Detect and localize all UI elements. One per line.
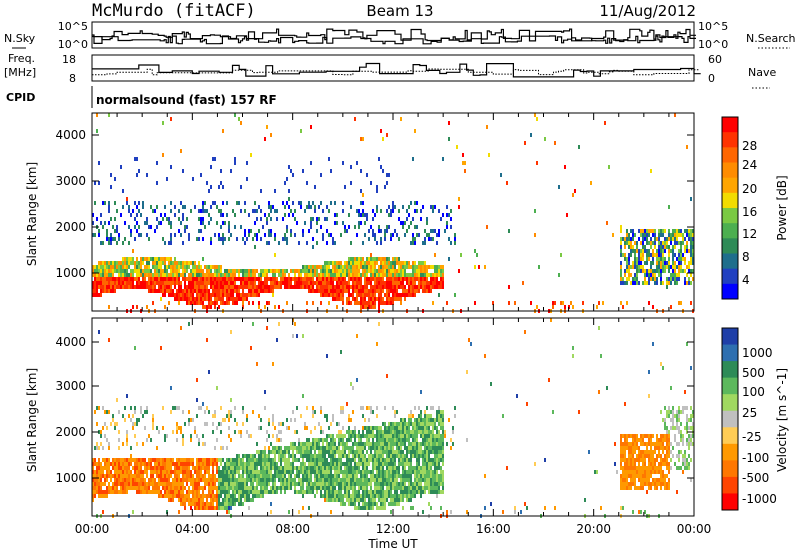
pcb-tick-16: 16 — [742, 205, 757, 219]
xtick-0: 00:00 — [75, 522, 110, 536]
vcb-tick-m100: -100 — [742, 451, 769, 465]
x-axis: 00:00 04:00 08:00 12:00 16:00 20:00 00:0… — [75, 522, 712, 551]
date-title: 11/Aug/2012 — [599, 2, 696, 20]
freq-panel: 18 8 60 0 Freq. [MHz] Nave — [4, 52, 776, 89]
vcb-tick-100: 100 — [742, 385, 765, 399]
vcb-label: Velocity [m s^-1] — [775, 368, 789, 472]
power-heatmap-cells — [92, 113, 694, 313]
vcb-tick-500: 500 — [742, 366, 765, 380]
pcb-label: Power [dB] — [775, 175, 789, 240]
vcb-tick-m500: -500 — [742, 471, 769, 485]
freq-label-2: [MHz] — [4, 66, 36, 79]
power-panel: 4000 3000 2000 1000 Slant Range [km] — [25, 112, 695, 313]
nsky-tick-high: 10^5 — [58, 20, 88, 33]
nave-tick-high: 60 — [708, 53, 722, 66]
power-ytick-1000: 1000 — [55, 266, 86, 280]
nsearch-tick-high: 10^5 — [698, 20, 728, 33]
vel-ylabel: Slant Range [km] — [25, 368, 39, 472]
power-ytick-4000: 4000 — [55, 128, 86, 142]
vel-ytick-4000: 4000 — [55, 335, 86, 349]
pcb-tick-28: 28 — [742, 139, 757, 153]
nsky-trace — [92, 28, 696, 42]
vcb-tick-1000: 1000 — [742, 346, 773, 360]
nsearch-tick-low: 10^0 — [698, 38, 728, 51]
freq-tick-high: 18 — [62, 53, 76, 66]
pcb-tick-24: 24 — [742, 158, 757, 172]
power-ytick-2000: 2000 — [55, 220, 86, 234]
vcb-tick-m1000: -1000 — [742, 492, 777, 506]
vcb-tick-m25: -25 — [742, 430, 762, 444]
velocity-heatmap-cells — [92, 318, 694, 518]
freq-tick-low: 8 — [69, 72, 76, 85]
velocity-axis-ticks — [91, 318, 695, 516]
nsearch-label: N.Search — [746, 32, 796, 45]
nsky-tick-low: 10^0 — [58, 38, 88, 51]
pcb-tick-20: 20 — [742, 182, 757, 196]
cpid-value: normalsound (fast) 157 RF — [96, 93, 277, 107]
nsky-panel: 10^5 10^0 10^5 10^0 N.Sky N.Search — [4, 20, 796, 51]
nsky-label: N.Sky — [4, 32, 36, 45]
freq-trace — [92, 62, 701, 78]
xtick-6: 00:00 — [677, 522, 712, 536]
power-ylabel: Slant Range [km] — [25, 162, 39, 266]
vel-ytick-2000: 2000 — [55, 425, 86, 439]
xtick-5: 20:00 — [576, 522, 611, 536]
nsearch-trace — [92, 35, 696, 45]
nave-tick-low: 0 — [708, 72, 715, 85]
power-axis-ticks — [91, 113, 695, 311]
vel-ytick-1000: 1000 — [55, 471, 86, 485]
pcb-tick-8: 8 — [742, 250, 750, 264]
xtick-4: 16:00 — [476, 522, 511, 536]
nave-label: Nave — [748, 66, 776, 79]
velocity-panel: 4000 3000 2000 1000 Slant Range [km] — [25, 317, 695, 518]
cpid-panel: CPID normalsound (fast) 157 RF — [6, 86, 277, 108]
x-axis-label: Time UT — [367, 537, 418, 551]
power-colorbar: 28 24 20 16 12 8 4 Power [dB] — [721, 116, 789, 300]
power-ytick-3000: 3000 — [55, 174, 86, 188]
pcb-tick-12: 12 — [742, 227, 757, 241]
velocity-colorbar: 1000 500 100 25 -25 -100 -500 -1000 Velo… — [721, 327, 789, 511]
station-title: McMurdo (fitACF) — [92, 1, 256, 21]
cpid-label: CPID — [6, 91, 35, 104]
freq-label-1: Freq. — [8, 52, 35, 65]
vcb-tick-25: 25 — [742, 406, 757, 420]
nave-trace — [92, 68, 699, 76]
beam-title: Beam 13 — [366, 2, 433, 20]
xtick-3: 12:00 — [376, 522, 411, 536]
pcb-tick-4: 4 — [742, 273, 750, 287]
vel-ytick-3000: 3000 — [55, 379, 86, 393]
xtick-1: 04:00 — [175, 522, 210, 536]
xtick-2: 08:00 — [275, 522, 310, 536]
